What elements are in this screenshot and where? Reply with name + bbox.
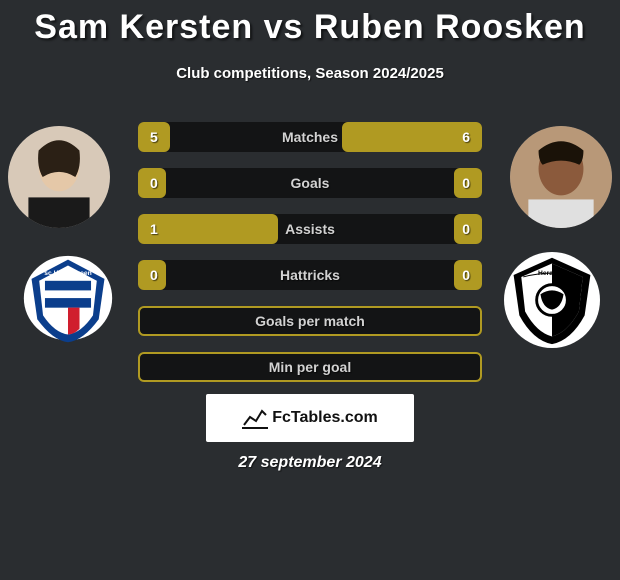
stat-label: Min per goal [269, 359, 351, 375]
stat-label: Goals per match [255, 313, 365, 329]
club-left-logo: sc Heerenveen [20, 252, 116, 348]
stat-val-left: 0 [150, 175, 158, 191]
stat-label: Goals [291, 175, 330, 191]
stat-val-left: 0 [150, 267, 158, 283]
watermark[interactable]: FcTables.com [206, 394, 414, 442]
heracles-shield-icon: Heracles [504, 252, 600, 348]
stat-full-bar: Goals per match [138, 306, 482, 336]
stat-val-right: 0 [462, 175, 470, 191]
stat-row-gpm: Goals per match [138, 306, 482, 336]
heerenveen-shield-icon: sc Heerenveen [20, 252, 116, 348]
stat-bar-right: 0 [454, 260, 482, 290]
date-text: 27 september 2024 [0, 454, 620, 472]
stats-block: 5 Matches 6 0 Goals 0 1 Assists 0 0 Hatt… [138, 122, 482, 398]
stat-bar-right: 0 [454, 168, 482, 198]
stat-bar-left: 5 [138, 122, 170, 152]
stat-bar-left: 1 [138, 214, 278, 244]
stat-label: Assists [285, 221, 335, 237]
person-icon [8, 126, 110, 228]
stat-row-goals: 0 Goals 0 [138, 168, 482, 198]
stat-bar-left: 0 [138, 168, 166, 198]
stat-label: Matches [282, 129, 338, 145]
svg-text:Heracles: Heracles [538, 270, 566, 277]
stat-val-left: 5 [150, 129, 158, 145]
stat-full-bar: Min per goal [138, 352, 482, 382]
stat-row-matches: 5 Matches 6 [138, 122, 482, 152]
player-right-avatar [510, 126, 612, 228]
svg-text:sc Heerenveen: sc Heerenveen [44, 270, 91, 277]
stat-row-assists: 1 Assists 0 [138, 214, 482, 244]
stat-val-right: 6 [462, 129, 470, 145]
stat-bar-right: 6 [342, 122, 482, 152]
stat-val-right: 0 [462, 267, 470, 283]
stat-val-right: 0 [462, 221, 470, 237]
watermark-text: FcTables.com [272, 409, 378, 427]
stat-label: Hattricks [280, 267, 340, 283]
player-left-avatar [8, 126, 110, 228]
subtitle: Club competitions, Season 2024/2025 [0, 65, 620, 82]
stat-bar-left: 0 [138, 260, 166, 290]
chart-icon [242, 407, 268, 429]
person-icon [510, 126, 612, 228]
stat-bar-right: 0 [454, 214, 482, 244]
stat-row-hattricks: 0 Hattricks 0 [138, 260, 482, 290]
stat-val-left: 1 [150, 221, 158, 237]
stat-row-mpg: Min per goal [138, 352, 482, 382]
club-right-logo: Heracles [504, 252, 600, 348]
page-title: Sam Kersten vs Ruben Roosken [0, 0, 620, 47]
